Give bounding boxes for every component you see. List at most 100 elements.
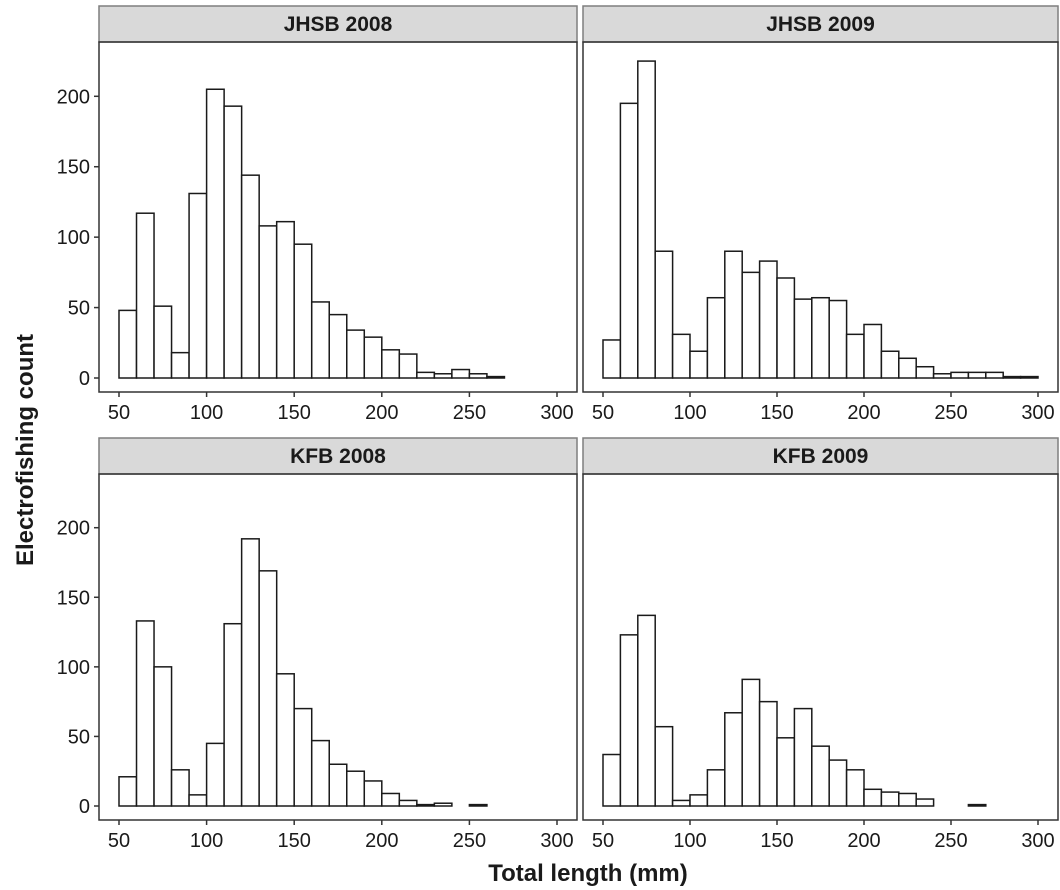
x-tick-label: 300 xyxy=(540,402,573,424)
histogram-bar xyxy=(967,803,987,807)
facet-panel-2: JHSB 2009 50 100 150 200 250 300 xyxy=(582,5,1059,424)
x-tick-label: 150 xyxy=(760,830,793,852)
panel-border xyxy=(582,473,1059,821)
histogram-bar xyxy=(240,538,260,807)
facet-panel-4: KFB 2009 50 100 150 200 250 300 xyxy=(582,437,1059,852)
histogram-bar xyxy=(275,673,295,807)
histogram-bar xyxy=(880,791,900,807)
histogram-bar xyxy=(275,220,295,379)
histogram-bar xyxy=(758,700,778,807)
histogram-bar xyxy=(433,802,453,807)
histogram-bar xyxy=(689,794,709,807)
x-tick-label: 200 xyxy=(365,402,398,424)
x-tick-label: 150 xyxy=(760,402,793,424)
facet-strip xyxy=(98,5,578,43)
histogram-bar xyxy=(328,763,348,807)
histogram-bar xyxy=(741,678,761,807)
histogram-bar xyxy=(915,365,935,379)
histogram-bar xyxy=(654,250,674,379)
histogram-bar xyxy=(135,212,155,379)
histogram-bar xyxy=(932,373,952,379)
histogram-bar xyxy=(398,353,418,379)
y-tick-label: 150 xyxy=(57,157,90,179)
x-tick-label: 50 xyxy=(592,402,614,424)
facet-title: JHSB 2009 xyxy=(766,13,875,36)
x-tick-label: 100 xyxy=(673,402,706,424)
facet-strip xyxy=(582,437,1059,475)
histogram-bar xyxy=(602,339,622,379)
histogram-bar xyxy=(293,243,313,379)
histogram-bar xyxy=(671,799,691,807)
x-tick-label: 300 xyxy=(540,830,573,852)
histogram-bar xyxy=(170,769,190,807)
x-tick-label: 300 xyxy=(1021,402,1054,424)
x-tick-label: 50 xyxy=(592,830,614,852)
histogram-bar xyxy=(811,745,830,807)
histogram-bar xyxy=(967,371,987,379)
x-tick-label: 150 xyxy=(278,830,311,852)
histogram-bar xyxy=(898,792,917,807)
y-tick-label: 100 xyxy=(57,227,90,249)
histogram-bar xyxy=(310,301,330,379)
y-tick-label: 100 xyxy=(57,657,90,679)
histogram-bar xyxy=(381,349,401,379)
histogram-bar xyxy=(863,323,883,379)
y-tick-label: 50 xyxy=(68,726,90,748)
histogram-bar xyxy=(223,105,243,379)
y-tick-label: 0 xyxy=(79,368,90,390)
histogram-bar xyxy=(188,794,208,807)
y-tick-label: 200 xyxy=(57,86,90,108)
histogram-bar xyxy=(689,350,709,379)
y-tick-label: 200 xyxy=(57,518,90,540)
histogram-bar xyxy=(310,739,330,807)
histogram-bar xyxy=(153,666,173,807)
x-tick-label: 250 xyxy=(934,402,967,424)
x-tick-label: 100 xyxy=(190,830,223,852)
facet-strip xyxy=(98,437,578,475)
histogram-bar xyxy=(898,357,917,379)
y-axis-title: Electrofishing count xyxy=(12,334,39,566)
histogram-bar xyxy=(776,737,796,807)
histogram-bar xyxy=(258,225,278,379)
panel-border xyxy=(98,41,578,393)
histogram-bar xyxy=(363,780,383,807)
histogram-bar xyxy=(433,373,453,379)
histogram-bar xyxy=(637,60,656,379)
histogram-bar xyxy=(346,770,366,807)
histogram-bar xyxy=(706,769,726,807)
facet-panel-3: KFB 2008 50 100 150 200 250 300 0 50 100 150 200 xyxy=(57,437,578,852)
histogram-bar xyxy=(776,277,796,379)
histogram-bar xyxy=(381,792,401,807)
histogram-bar xyxy=(828,299,848,379)
histogram-bar xyxy=(416,803,436,807)
y-tick-label: 0 xyxy=(79,796,90,818)
histogram-bar xyxy=(188,192,208,379)
histogram-bar xyxy=(950,371,970,379)
histogram-bar xyxy=(985,371,1004,379)
histogram-bar xyxy=(486,375,506,379)
histogram-bar xyxy=(170,351,190,379)
x-tick-label: 200 xyxy=(847,830,880,852)
facet-title: KFB 2008 xyxy=(290,445,386,468)
histogram-bar xyxy=(915,798,935,807)
histogram-bar xyxy=(346,329,366,379)
facet-panel-1: JHSB 2008 50 100 150 200 250 300 0 50 100 150 200 xyxy=(57,5,578,424)
x-axis-title: Total length (mm) xyxy=(488,860,688,887)
panel-border xyxy=(98,473,578,821)
histogram-bar xyxy=(811,296,830,379)
x-tick-label: 50 xyxy=(108,402,130,424)
histogram-bar xyxy=(240,174,260,379)
histogram-bar xyxy=(205,88,225,379)
histogram-bar xyxy=(602,753,622,807)
x-tick-label: 200 xyxy=(365,830,398,852)
y-tick-label: 150 xyxy=(57,587,90,609)
facet-title: JHSB 2008 xyxy=(284,13,393,36)
histogram-bar xyxy=(328,313,348,379)
histogram-bar xyxy=(153,305,173,379)
histogram-bar xyxy=(845,769,865,807)
histogram-bar xyxy=(416,371,436,379)
histogram-bar xyxy=(223,622,243,807)
histogram-bar xyxy=(468,803,488,807)
